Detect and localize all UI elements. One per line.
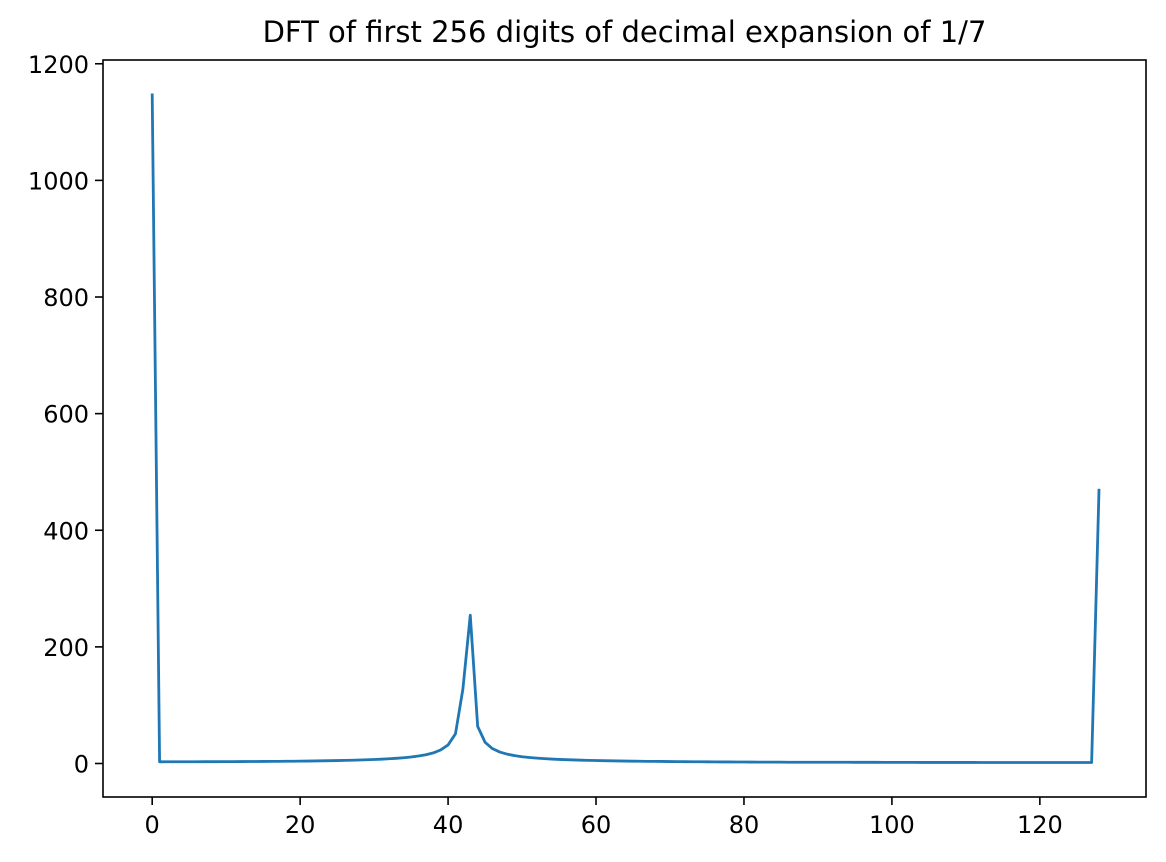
x-tick-label: 0 <box>145 811 160 839</box>
x-tick-label: 20 <box>285 811 316 839</box>
y-axis-ticks: 0 200 400 600 800 1000 1200 <box>28 51 103 779</box>
x-tick-label: 40 <box>433 811 464 839</box>
plot-border <box>102 59 1147 798</box>
y-tick-label: 200 <box>43 634 89 662</box>
x-tick-label: 60 <box>581 811 612 839</box>
y-tick-label: 400 <box>43 517 89 545</box>
data-line <box>150 93 1101 764</box>
chart-title: DFT of first 256 digits of decimal expan… <box>263 15 987 49</box>
x-tick-label: 120 <box>1017 811 1063 839</box>
x-axis-ticks: 0 20 40 60 80 100 120 <box>145 797 1063 839</box>
x-tick-label: 80 <box>729 811 760 839</box>
y-tick-label: 1200 <box>28 51 89 79</box>
y-tick-label: 0 <box>74 751 89 779</box>
y-tick-label: 1000 <box>28 167 89 195</box>
x-tick-label: 100 <box>869 811 915 839</box>
y-tick-label: 800 <box>43 284 89 312</box>
y-tick-label: 600 <box>43 401 89 429</box>
